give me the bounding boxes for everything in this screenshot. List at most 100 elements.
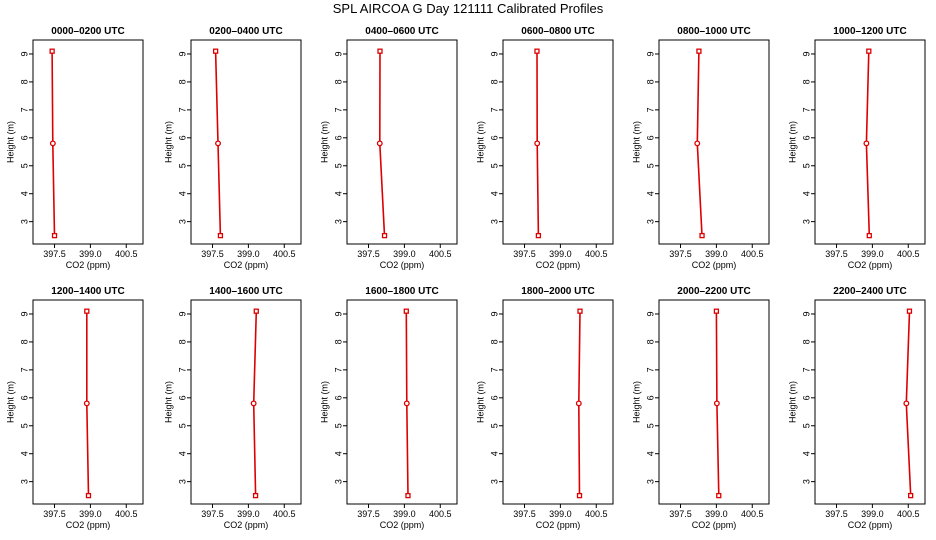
y-tick-label: 3 xyxy=(645,479,655,484)
x-tick-label: 399.0 xyxy=(861,249,884,259)
x-axis-label: CO2 (ppm) xyxy=(224,520,269,530)
y-tick-label: 4 xyxy=(645,451,655,456)
y-axis-label: Height (m) xyxy=(631,381,641,423)
y-tick-label: 9 xyxy=(645,51,655,56)
y-tick-label: 3 xyxy=(19,219,29,224)
x-axis-label: CO2 (ppm) xyxy=(66,520,111,530)
panel-title: 2200–2400 UTC xyxy=(833,286,906,297)
x-tick-label: 399.0 xyxy=(861,509,884,519)
panel-title: 1400–1600 UTC xyxy=(209,286,282,297)
plot-frame xyxy=(658,39,770,245)
panel-title: 1800–2000 UTC xyxy=(521,286,594,297)
y-tick-label: 9 xyxy=(177,311,187,316)
data-point xyxy=(215,140,221,147)
y-axis-label: Height (m) xyxy=(319,121,329,163)
x-axis-label: CO2 (ppm) xyxy=(66,260,111,270)
y-tick-label: 3 xyxy=(489,479,499,484)
y-tick-label: 6 xyxy=(333,135,343,140)
y-tick-label: 5 xyxy=(645,163,655,168)
data-point xyxy=(906,308,913,314)
data-point xyxy=(534,48,540,54)
y-tick-label: 8 xyxy=(333,79,343,84)
x-axis-label: CO2 (ppm) xyxy=(848,520,893,530)
data-point xyxy=(51,232,58,239)
data-point xyxy=(716,492,722,499)
y-tick-label: 8 xyxy=(645,79,655,84)
y-tick-label: 5 xyxy=(177,423,187,428)
x-tick-label: 400.5 xyxy=(741,249,764,259)
plot-frame xyxy=(814,39,926,245)
data-point xyxy=(377,48,383,54)
x-tick-label: 400.5 xyxy=(429,509,452,519)
data-point xyxy=(696,48,702,54)
data-point xyxy=(83,400,90,407)
panel-9: 1800–2000 UTC 397.5 399.0 400.5 3 4 5 6 7 8 9 CO2 (… xyxy=(475,286,614,530)
y-tick-label: 7 xyxy=(801,367,811,372)
y-tick-label: 4 xyxy=(801,451,811,456)
data-point xyxy=(866,48,872,54)
x-tick-label: 397.5 xyxy=(669,249,692,259)
panel-title: 2000–2200 UTC xyxy=(677,286,750,297)
y-tick-label: 9 xyxy=(489,51,499,56)
y-tick-label: 5 xyxy=(645,423,655,428)
data-point xyxy=(212,48,219,54)
panel-4: 0800–1000 UTC 397.5 399.0 400.5 3 4 5 6 7 8 9 CO2 (… xyxy=(631,26,770,270)
x-axis-label: CO2 (ppm) xyxy=(536,260,581,270)
panel-title: 1000–1200 UTC xyxy=(833,26,906,37)
y-tick-label: 6 xyxy=(177,395,187,400)
x-tick-label: 399.0 xyxy=(393,249,416,259)
y-tick-label: 4 xyxy=(19,451,29,456)
plot-frame xyxy=(814,299,926,505)
y-tick-label: 9 xyxy=(333,51,343,56)
x-axis-label: CO2 (ppm) xyxy=(380,520,425,530)
y-tick-label: 8 xyxy=(19,339,29,344)
x-tick-label: 397.5 xyxy=(357,249,380,259)
y-tick-label: 4 xyxy=(489,451,499,456)
data-point xyxy=(403,308,409,314)
y-axis-label: Height (m) xyxy=(631,121,641,163)
y-tick-label: 9 xyxy=(645,311,655,316)
plot-frame xyxy=(658,299,770,505)
y-tick-label: 5 xyxy=(333,163,343,168)
x-tick-label: 399.0 xyxy=(705,249,728,259)
plot-frame xyxy=(502,299,614,505)
x-tick-label: 400.5 xyxy=(429,249,452,259)
y-tick-label: 7 xyxy=(177,107,187,112)
x-axis-label: CO2 (ppm) xyxy=(848,260,893,270)
x-tick-label: 397.5 xyxy=(43,249,66,259)
x-tick-label: 400.5 xyxy=(897,509,920,519)
panel-title: 1200–1400 UTC xyxy=(51,286,124,297)
y-tick-label: 3 xyxy=(333,479,343,484)
y-axis-label: Height (m) xyxy=(787,121,797,163)
panel-11: 2200–2400 UTC 397.5 399.0 400.5 3 4 5 6 7 8 9 CO2 (… xyxy=(787,286,926,530)
x-tick-label: 397.5 xyxy=(513,249,536,259)
y-tick-label: 4 xyxy=(801,191,811,196)
y-tick-label: 4 xyxy=(177,191,187,196)
y-tick-label: 4 xyxy=(489,191,499,196)
y-tick-label: 7 xyxy=(177,367,187,372)
data-point xyxy=(577,308,583,314)
panel-title: 0000–0200 UTC xyxy=(51,26,124,37)
y-tick-label: 3 xyxy=(19,479,29,484)
panel-3: 0600–0800 UTC 397.5 399.0 400.5 3 4 5 6 7 8 9 CO2 (… xyxy=(475,26,614,270)
y-tick-label: 7 xyxy=(19,367,29,372)
y-tick-label: 6 xyxy=(645,135,655,140)
data-point xyxy=(217,232,224,239)
y-tick-label: 7 xyxy=(645,367,655,372)
y-tick-label: 5 xyxy=(19,163,29,168)
y-tick-label: 3 xyxy=(801,479,811,484)
data-point xyxy=(49,140,56,147)
x-tick-label: 397.5 xyxy=(43,509,66,519)
x-axis-label: CO2 (ppm) xyxy=(692,260,737,270)
panel-title: 0800–1000 UTC xyxy=(677,26,750,37)
x-tick-label: 399.0 xyxy=(549,249,572,259)
plot-frame xyxy=(502,39,614,245)
y-tick-label: 3 xyxy=(177,479,187,484)
y-axis-label: Height (m) xyxy=(5,381,15,423)
x-axis-label: CO2 (ppm) xyxy=(224,260,269,270)
y-axis-label: Height (m) xyxy=(475,381,485,423)
y-tick-label: 7 xyxy=(333,367,343,372)
y-tick-label: 4 xyxy=(333,451,343,456)
x-axis-label: CO2 (ppm) xyxy=(380,260,425,270)
